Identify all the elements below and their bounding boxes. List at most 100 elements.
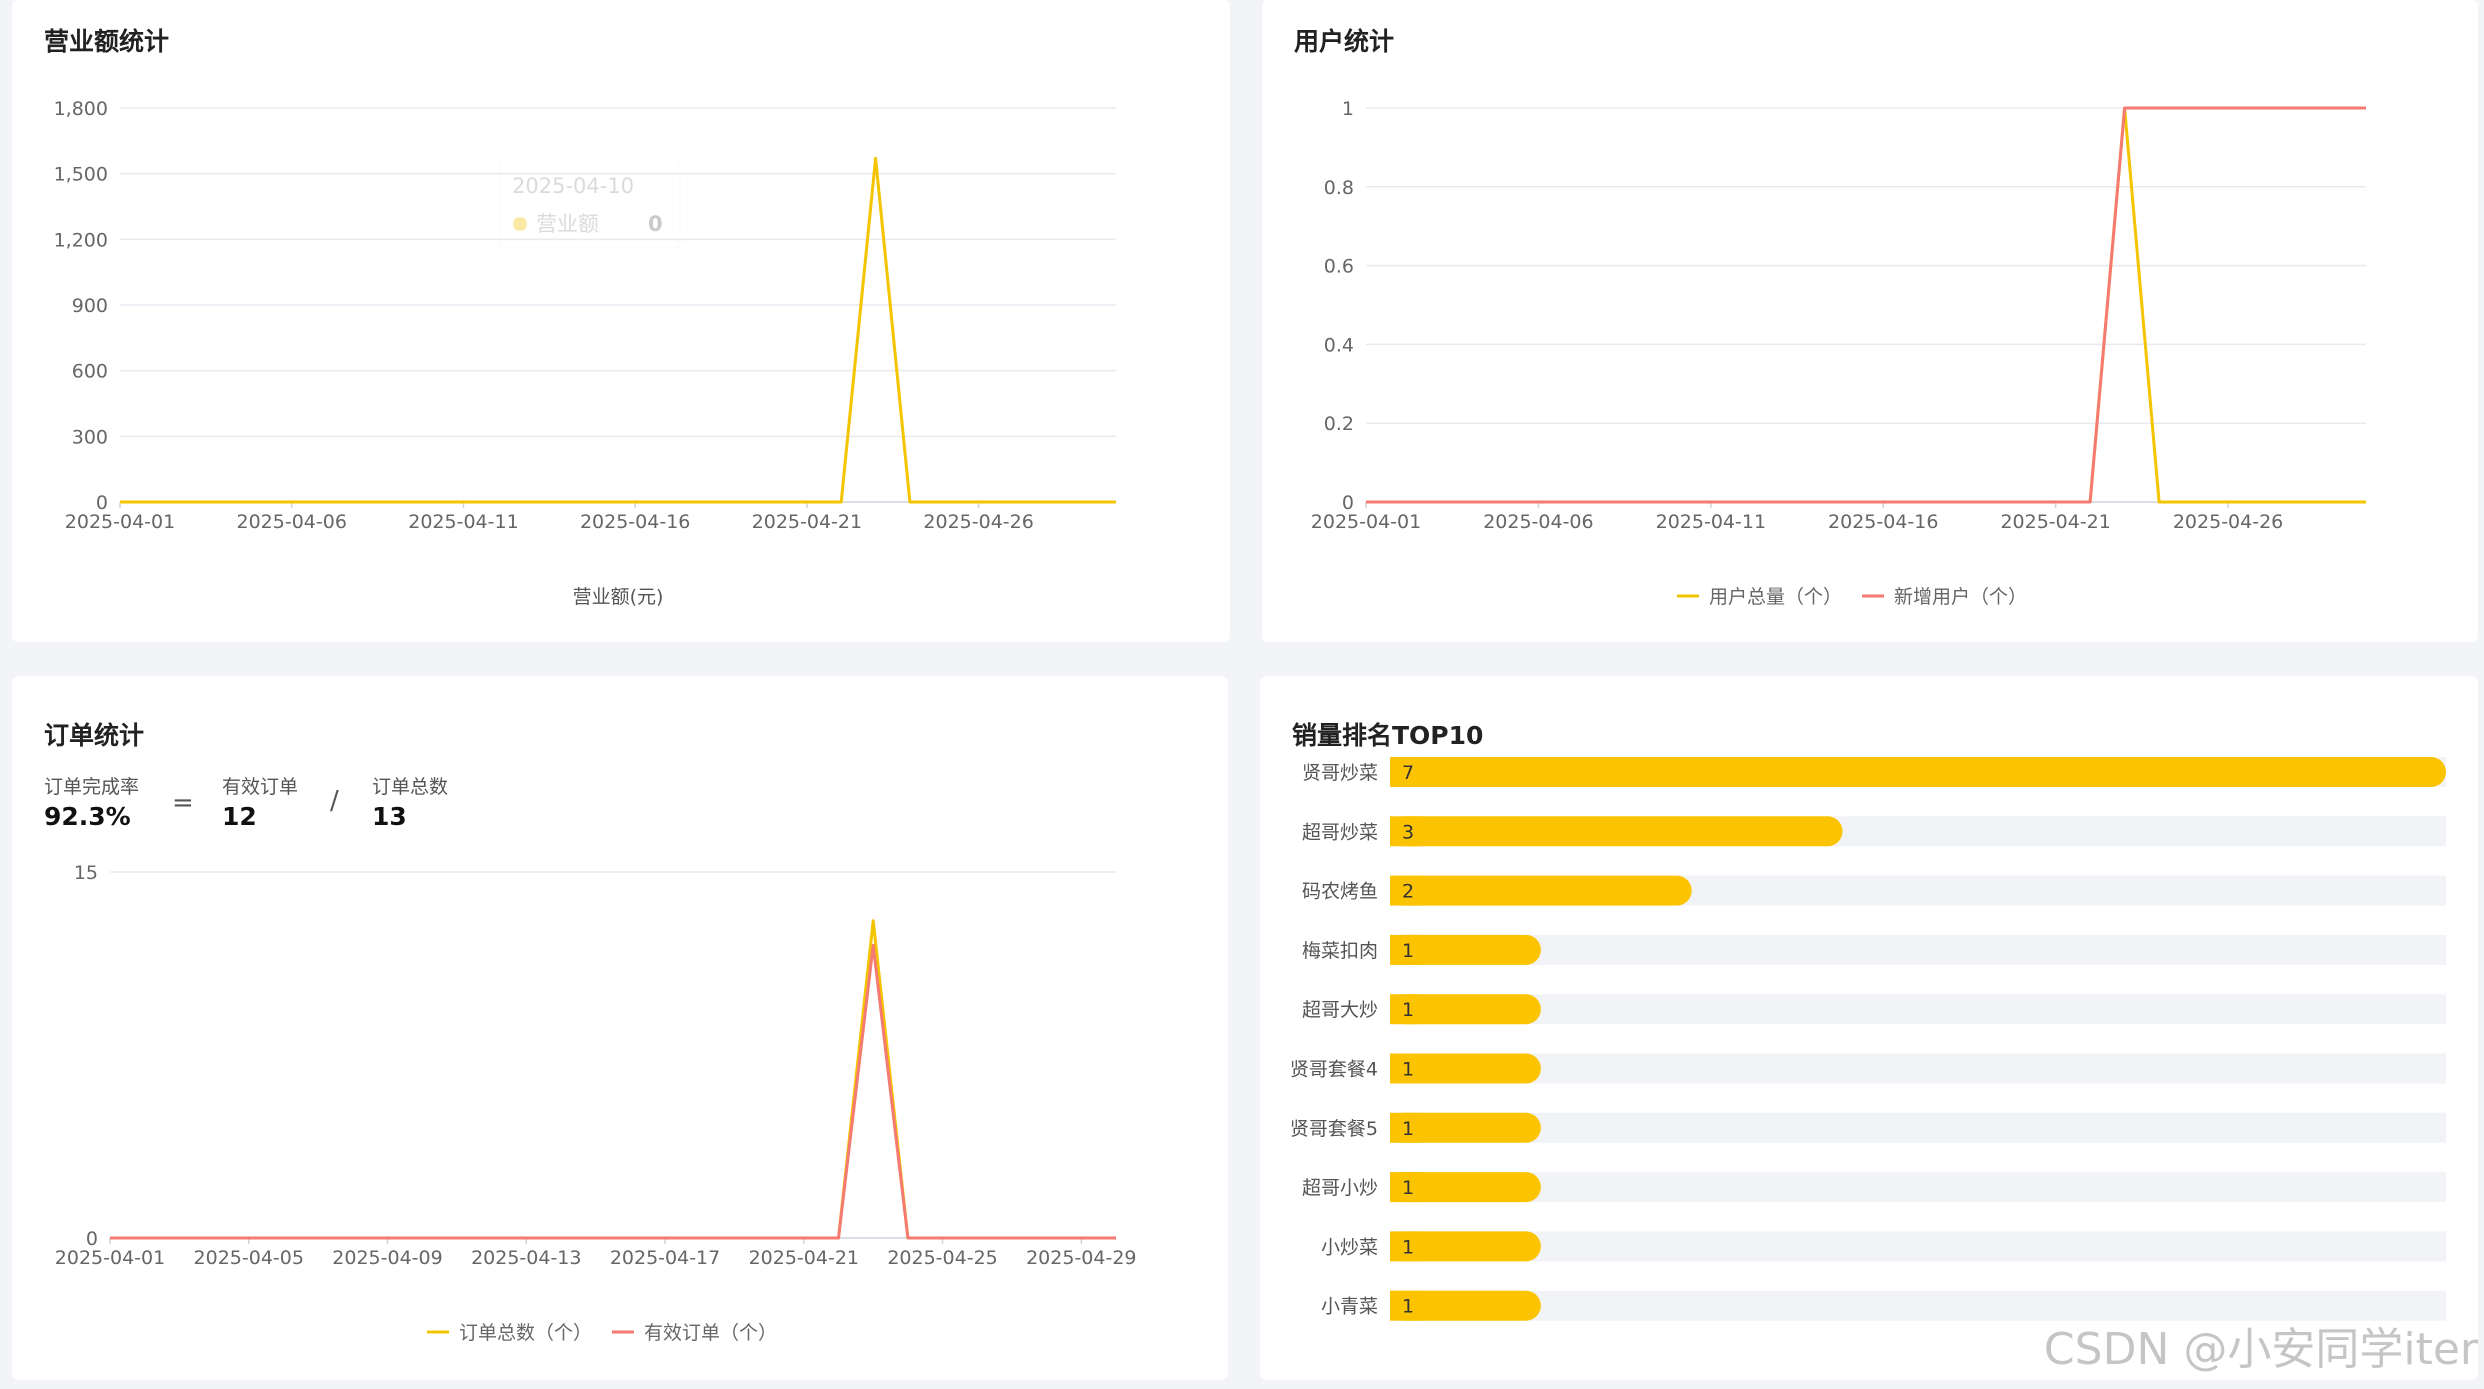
x-tick-label: 2025-04-17 xyxy=(610,1247,720,1269)
top10-value-label: 1 xyxy=(1402,940,1414,962)
x-tick-label: 2025-04-26 xyxy=(2173,511,2283,533)
top10-value-label: 1 xyxy=(1402,1177,1414,1199)
top10-bar-start xyxy=(1390,757,1420,787)
x-tick-label: 2025-04-21 xyxy=(749,1247,859,1269)
orders-legend-label[interactable]: 订单总数（个） xyxy=(459,1322,592,1344)
top10-track xyxy=(1390,1231,2446,1262)
top10-bar-start xyxy=(1390,934,1420,965)
orders-chart[interactable]: 0 15 2025-04-01 2025-04-05 2025-04-09 2025-04… xyxy=(12,676,1228,1380)
total-orders-value: 13 xyxy=(372,802,407,831)
top10-track xyxy=(1390,1290,2446,1321)
top10-track xyxy=(1390,1112,2446,1143)
top10-bar[interactable] xyxy=(1390,875,1692,906)
top10-bar[interactable] xyxy=(1390,816,1843,847)
y-tick-label: 1 xyxy=(1342,98,1354,120)
orders-title: 订单统计 xyxy=(44,721,145,750)
revenue-legend-label[interactable]: 营业额(元) xyxy=(573,586,664,608)
top10-panel: 销量排名TOP10 贤哥炒菜 7 超哥炒菜 3 码农烤鱼 2 梅菜扣肉 1 超哥大炒 1 贤哥套餐4… xyxy=(1260,676,2478,1380)
top10-value-label: 3 xyxy=(1402,821,1414,843)
top10-category-label: 贤哥套餐4 xyxy=(1290,1059,1378,1081)
top10-bar-start xyxy=(1390,1290,1420,1321)
watermark: CSDN @小安同学iter xyxy=(2043,1324,2478,1375)
users-series-line[interactable] xyxy=(1366,106,2366,504)
revenue-chart[interactable]: 2025-04-10 营业额 0 0 300 600 900 1,200 1,500 1,8… xyxy=(12,0,1230,642)
users-legend-label[interactable]: 用户总量（个） xyxy=(1709,586,1842,608)
top10-value-label: 1 xyxy=(1402,1118,1414,1140)
top10-value-label: 1 xyxy=(1402,999,1414,1021)
x-tick-label: 2025-04-13 xyxy=(471,1247,581,1269)
y-tick-label: 0 xyxy=(1342,492,1354,514)
top10-bar[interactable] xyxy=(1390,1053,1541,1084)
top10-value-label: 7 xyxy=(1402,762,1414,784)
y-tick-label: 600 xyxy=(72,361,108,383)
x-tick-label: 2025-04-25 xyxy=(887,1247,997,1269)
top10-category-label: 超哥小炒 xyxy=(1302,1177,1378,1199)
top10-track xyxy=(1390,934,2446,965)
y-tick-label: 0.4 xyxy=(1324,334,1354,356)
y-tick-label: 0.8 xyxy=(1324,177,1354,199)
x-tick-label: 2025-04-26 xyxy=(923,511,1033,533)
top10-bar-start xyxy=(1390,994,1420,1025)
divide-sign: / xyxy=(330,786,339,816)
top10-bar[interactable] xyxy=(1390,1290,1541,1321)
top10-track xyxy=(1390,994,2446,1025)
y-tick-label: 0 xyxy=(86,1228,98,1250)
y-tick-label: 0 xyxy=(96,492,108,514)
orders-series-line[interactable] xyxy=(110,943,1116,1240)
x-tick-label: 2025-04-06 xyxy=(1483,511,1593,533)
top10-bar-start xyxy=(1390,1112,1420,1143)
top10-bar[interactable] xyxy=(1390,1231,1541,1262)
x-tick-label: 2025-04-09 xyxy=(332,1247,442,1269)
users-chart[interactable]: 0 0.2 0.4 0.6 0.8 1 2025-04-01 2025-04-06 2025-0… xyxy=(1262,0,2478,642)
revenue-panel: 营业额统计 2025-04-10 营业额 0 0 300 600 900 1,200 1,… xyxy=(12,0,1230,642)
x-tick-label: 2025-04-16 xyxy=(1828,511,1938,533)
revenue-series-line[interactable] xyxy=(120,156,1116,504)
top10-bar[interactable] xyxy=(1390,934,1541,965)
x-tick-label: 2025-04-01 xyxy=(65,511,175,533)
top10-bar-start xyxy=(1390,816,1420,847)
revenue-tooltip-dot xyxy=(513,217,527,231)
y-tick-label: 1,800 xyxy=(54,98,108,120)
top10-track xyxy=(1390,1053,2446,1084)
users-legend-label[interactable]: 新增用户（个） xyxy=(1894,586,2027,608)
valid-orders-label: 有效订单 xyxy=(222,776,299,798)
order-rate-label: 订单完成率 xyxy=(44,776,140,798)
top10-category-label: 码农烤鱼 xyxy=(1302,881,1378,903)
total-orders-label: 订单总数 xyxy=(372,776,449,798)
orders-legend-label[interactable]: 有效订单（个） xyxy=(644,1322,777,1344)
top10-category-label: 超哥大炒 xyxy=(1302,999,1378,1021)
top10-category-label: 超哥炒菜 xyxy=(1302,821,1378,843)
x-tick-label: 2025-04-05 xyxy=(194,1247,304,1269)
users-panel: 用户统计 0 0.2 0.4 0.6 0.8 1 2025-04-01 2025-04-06 2… xyxy=(1262,0,2478,642)
orders-series-line[interactable] xyxy=(110,919,1116,1240)
x-tick-label: 2025-04-21 xyxy=(2000,511,2110,533)
y-tick-label: 1,500 xyxy=(54,164,108,186)
order-rate-value: 92.3% xyxy=(44,802,131,831)
users-series-line[interactable] xyxy=(1366,106,2366,504)
revenue-tooltip-value: 0 xyxy=(648,212,663,236)
top10-bar-start xyxy=(1390,1231,1420,1262)
x-tick-label: 2025-04-01 xyxy=(55,1247,165,1269)
y-tick-label: 900 xyxy=(72,295,108,317)
users-title: 用户统计 xyxy=(1294,27,1395,56)
top10-chart[interactable]: 贤哥炒菜 7 超哥炒菜 3 码农烤鱼 2 梅菜扣肉 1 超哥大炒 1 贤哥套餐4 1 贤哥套餐5 1 超哥小… xyxy=(1260,676,2478,1380)
orders-panel: 订单统计 订单完成率 92.3% = 有效订单 12 / 订单总数 13 0 15… xyxy=(12,676,1228,1380)
x-tick-label: 2025-04-16 xyxy=(580,511,690,533)
top10-value-label: 1 xyxy=(1402,1236,1414,1258)
y-tick-label: 15 xyxy=(74,862,98,884)
top10-bar[interactable] xyxy=(1390,1112,1541,1143)
top10-bar-start xyxy=(1390,875,1420,906)
top10-title: 销量排名TOP10 xyxy=(1292,721,1484,750)
top10-bar[interactable] xyxy=(1390,757,2446,787)
y-tick-label: 300 xyxy=(72,426,108,448)
top10-bar-start xyxy=(1390,1053,1420,1084)
top10-category-label: 梅菜扣肉 xyxy=(1302,940,1378,962)
top10-track xyxy=(1390,1172,2446,1203)
top10-bar[interactable] xyxy=(1390,1172,1541,1203)
top10-value-label: 1 xyxy=(1402,1296,1414,1318)
x-tick-label: 2025-04-11 xyxy=(1656,511,1766,533)
revenue-tooltip-series: 营业额 xyxy=(536,212,599,236)
top10-category-label: 贤哥套餐5 xyxy=(1290,1118,1378,1140)
x-tick-label: 2025-04-06 xyxy=(237,511,347,533)
top10-bar[interactable] xyxy=(1390,994,1541,1025)
